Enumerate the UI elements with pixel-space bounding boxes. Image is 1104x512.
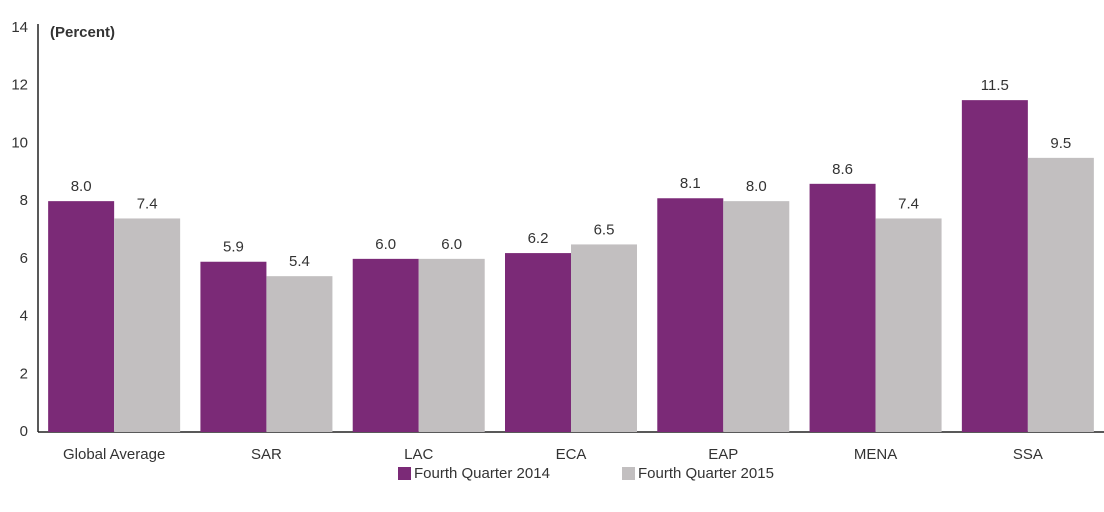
legend-label: Fourth Quarter 2015 — [638, 465, 774, 482]
value-label: 9.5 — [1050, 135, 1071, 152]
y-tick-label: 10 — [11, 134, 28, 151]
bar — [571, 244, 637, 432]
bar — [723, 201, 790, 432]
legend-swatch — [398, 467, 411, 480]
bar — [809, 183, 876, 432]
value-label: 6.2 — [528, 230, 549, 247]
y-tick-label: 4 — [20, 308, 28, 325]
value-label: 6.0 — [441, 236, 462, 253]
bar — [505, 253, 571, 432]
value-label: 6.0 — [375, 236, 396, 253]
bar — [657, 198, 724, 432]
y-tick-label: 0 — [20, 423, 28, 440]
bar — [875, 218, 942, 432]
y-axis-label: (Percent) — [50, 24, 115, 41]
value-label: 8.0 — [746, 178, 767, 195]
legend-swatch — [622, 467, 635, 480]
y-tick-label: 14 — [11, 19, 28, 36]
bar — [200, 261, 267, 432]
value-label: 7.4 — [137, 195, 158, 212]
bar — [1027, 157, 1094, 432]
value-label: 11.5 — [981, 77, 1009, 94]
value-label: 5.4 — [289, 253, 310, 270]
value-label: 8.1 — [680, 175, 701, 192]
value-label: 7.4 — [898, 195, 919, 212]
value-label: 8.0 — [71, 178, 92, 195]
x-tick-label: MENA — [854, 446, 897, 463]
y-tick-label: 6 — [20, 250, 28, 267]
y-tick-label: 12 — [11, 77, 28, 94]
bar — [352, 258, 419, 432]
value-label: 5.9 — [223, 239, 244, 256]
y-tick-label: 2 — [20, 365, 28, 382]
y-tick-label: 8 — [20, 192, 28, 209]
x-tick-label: SAR — [251, 446, 282, 463]
bar — [266, 276, 333, 432]
value-label: 6.5 — [594, 221, 615, 238]
bar — [114, 218, 181, 432]
bar — [961, 100, 1028, 433]
bar — [48, 201, 115, 432]
x-tick-label: LAC — [404, 446, 433, 463]
legend-label: Fourth Quarter 2014 — [414, 465, 550, 482]
x-tick-label: Global Average — [63, 446, 165, 463]
x-tick-label: ECA — [556, 446, 587, 463]
bar — [418, 258, 485, 432]
x-tick-label: EAP — [708, 446, 738, 463]
x-tick-label: SSA — [1013, 446, 1043, 463]
value-label: 8.6 — [832, 161, 853, 178]
